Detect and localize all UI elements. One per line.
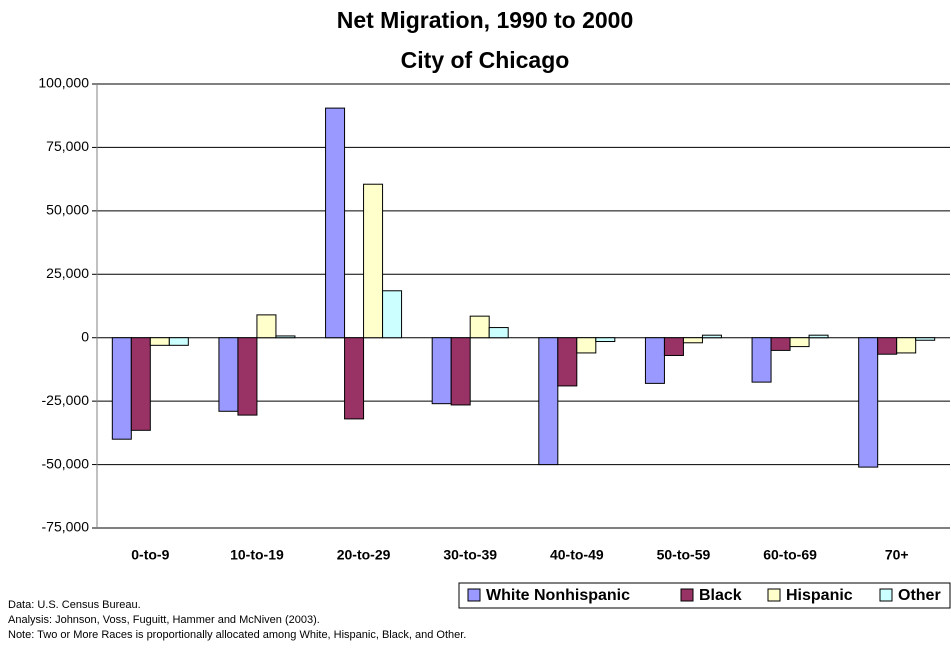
bar — [275, 335, 296, 339]
bar — [168, 337, 189, 346]
legend-swatch — [467, 588, 481, 602]
bar — [915, 337, 936, 341]
bar — [701, 334, 722, 339]
bar — [595, 337, 616, 343]
bar — [325, 107, 346, 339]
y-tick-label: -75,000 — [42, 519, 90, 535]
y-tick-label: -25,000 — [42, 392, 90, 408]
x-tick-label: 40-to-49 — [550, 547, 604, 563]
bar — [469, 315, 490, 339]
bar — [344, 337, 365, 420]
bar — [488, 327, 509, 339]
chart-subtitle: City of Chicago — [401, 47, 570, 73]
x-tick-label: 60-to-69 — [763, 547, 817, 563]
y-tick-label: 25,000 — [46, 265, 89, 281]
legend-label: Hispanic — [786, 587, 853, 604]
bar — [663, 337, 684, 356]
y-tick-label: 75,000 — [46, 138, 89, 154]
bar — [576, 337, 597, 354]
y-tick-label: 50,000 — [46, 202, 89, 218]
bar — [751, 337, 772, 383]
bar — [149, 337, 170, 346]
note: Data: U.S. Census Bureau. — [8, 599, 141, 611]
legend-swatch — [767, 588, 781, 602]
x-tick-label: 0-to-9 — [131, 547, 169, 563]
legend-swatch — [879, 588, 893, 602]
bar — [808, 334, 829, 339]
bar — [557, 337, 578, 387]
bar — [858, 337, 879, 468]
bar — [644, 337, 665, 384]
y-tick-label: 0 — [81, 328, 89, 344]
bar — [789, 337, 810, 348]
legend-box — [458, 582, 951, 609]
note: Note: Two or More Races is proportionall… — [8, 629, 466, 641]
bar — [877, 337, 898, 355]
x-tick-label: 30-to-39 — [443, 547, 497, 563]
x-tick-label: 70+ — [885, 547, 909, 563]
bar — [237, 337, 258, 416]
legend-label: Black — [699, 587, 742, 604]
bar — [538, 337, 559, 466]
bar — [111, 337, 132, 440]
bar — [256, 314, 277, 339]
bar — [896, 337, 917, 354]
chart-title: Net Migration, 1990 to 2000 — [337, 7, 634, 33]
legend-swatch — [680, 588, 694, 602]
bar — [218, 337, 239, 412]
bar — [130, 337, 151, 431]
y-tick-label: -50,000 — [42, 455, 90, 471]
y-tick-label: 100,000 — [38, 75, 89, 91]
bar — [382, 290, 403, 339]
bar — [450, 337, 471, 406]
bar — [770, 337, 791, 351]
x-tick-label: 10-to-19 — [230, 547, 284, 563]
bar — [682, 337, 703, 344]
x-tick-label: 50-to-59 — [657, 547, 711, 563]
bar — [431, 337, 452, 405]
x-tick-label: 20-to-29 — [337, 547, 391, 563]
legend-label: Other — [898, 587, 941, 604]
legend-label: White Nonhispanic — [486, 587, 630, 604]
note: Analysis: Johnson, Voss, Fuguitt, Hammer… — [8, 614, 320, 626]
bar — [363, 183, 384, 339]
